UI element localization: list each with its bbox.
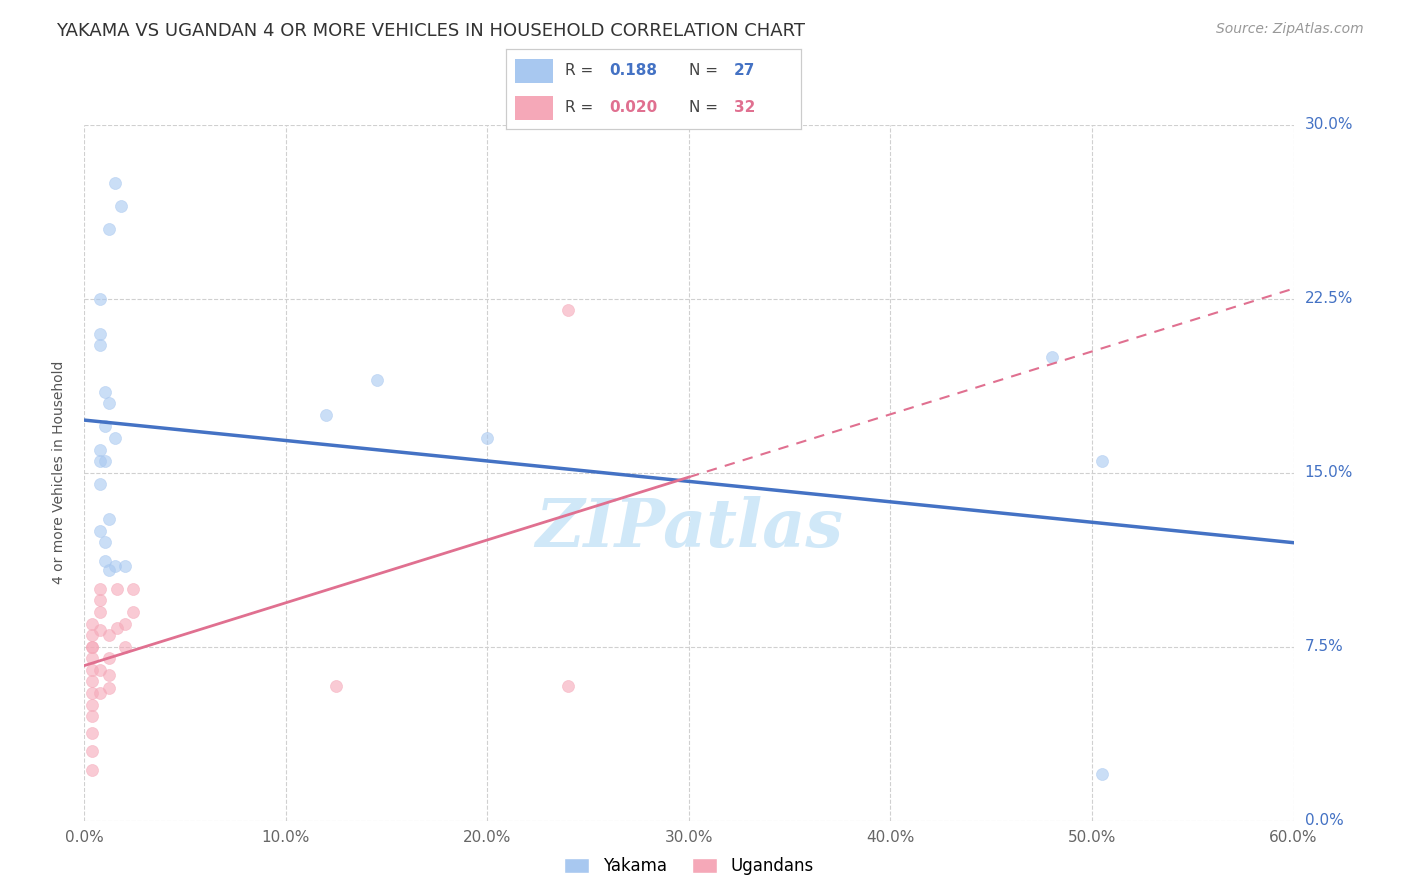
Point [110,199,132,213]
Text: N =: N = [689,63,718,78]
Point [97,396,120,410]
Text: 0.020: 0.020 [610,100,658,115]
Bar [515,95,554,120]
Text: Source: ZipAtlas.com: Source: ZipAtlas.com [1216,22,1364,37]
Point [121,582,143,596]
Point [93,535,115,549]
Text: 15.0%: 15.0% [1305,466,1353,480]
Point [89,524,111,538]
Point [82,744,104,758]
Text: N =: N = [689,100,718,115]
Point [82,628,104,642]
Point [104,558,127,573]
Point [93,454,115,468]
Point [93,384,115,399]
Point [97,512,120,526]
Point [82,725,104,739]
Point [557,679,579,693]
Point [315,408,337,422]
Text: 27: 27 [734,63,755,78]
Point [89,624,111,638]
Point [89,663,111,677]
Text: ZIPatlas: ZIPatlas [536,496,842,561]
Point [105,582,128,596]
Point [82,709,104,723]
Point [114,616,136,631]
Point [89,582,111,596]
Point [82,674,104,689]
Text: 0.188: 0.188 [610,63,658,78]
Point [89,326,111,341]
Point [97,222,120,236]
Point [89,593,111,607]
Legend: Yakama, Ugandans: Yakama, Ugandans [558,851,820,882]
Point [82,763,104,777]
Point [82,616,104,631]
Point [97,628,120,642]
Point [97,651,120,665]
Y-axis label: 4 or more Vehicles in Household: 4 or more Vehicles in Household [52,361,66,584]
Point [82,640,104,654]
Point [89,477,111,491]
Text: 22.5%: 22.5% [1305,292,1353,306]
Point [82,651,104,665]
Point [1091,767,1114,781]
Point [1040,350,1063,364]
Text: 30.0%: 30.0% [1305,118,1353,132]
Text: R =: R = [565,100,593,115]
Text: YAKAMA VS UGANDAN 4 OR MORE VEHICLES IN HOUSEHOLD CORRELATION CHART: YAKAMA VS UGANDAN 4 OR MORE VEHICLES IN … [56,22,806,40]
Text: 7.5%: 7.5% [1305,640,1343,654]
Point [93,554,115,568]
Point [89,442,111,457]
Point [104,431,127,445]
Point [82,698,104,712]
Point [89,454,111,468]
Point [89,292,111,306]
Point [82,686,104,700]
Point [477,431,499,445]
Point [1091,454,1114,468]
Point [557,303,579,318]
Point [93,419,115,434]
Point [89,686,111,700]
Point [89,605,111,619]
Text: 0.0%: 0.0% [1305,814,1343,828]
Point [82,640,104,654]
Point [97,667,120,681]
Point [105,621,128,635]
Point [121,605,143,619]
Point [97,681,120,696]
Point [325,679,347,693]
Text: R =: R = [565,63,593,78]
Bar [515,59,554,83]
Point [114,640,136,654]
Point [366,373,388,387]
Point [89,338,111,352]
Point [104,176,127,190]
Point [82,663,104,677]
Point [97,563,120,577]
Point [114,558,136,573]
Text: 32: 32 [734,100,755,115]
